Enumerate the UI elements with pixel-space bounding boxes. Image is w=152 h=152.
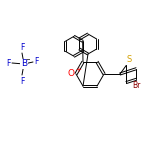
Text: B: B [21, 59, 27, 69]
Text: F: F [20, 76, 24, 85]
Text: −: − [26, 57, 30, 62]
Text: +: + [75, 67, 81, 73]
Text: F: F [6, 59, 10, 67]
Text: S: S [127, 55, 132, 64]
Text: Br: Br [132, 81, 140, 90]
Text: F: F [20, 43, 24, 52]
Text: F: F [34, 57, 38, 67]
Text: O: O [68, 69, 75, 78]
